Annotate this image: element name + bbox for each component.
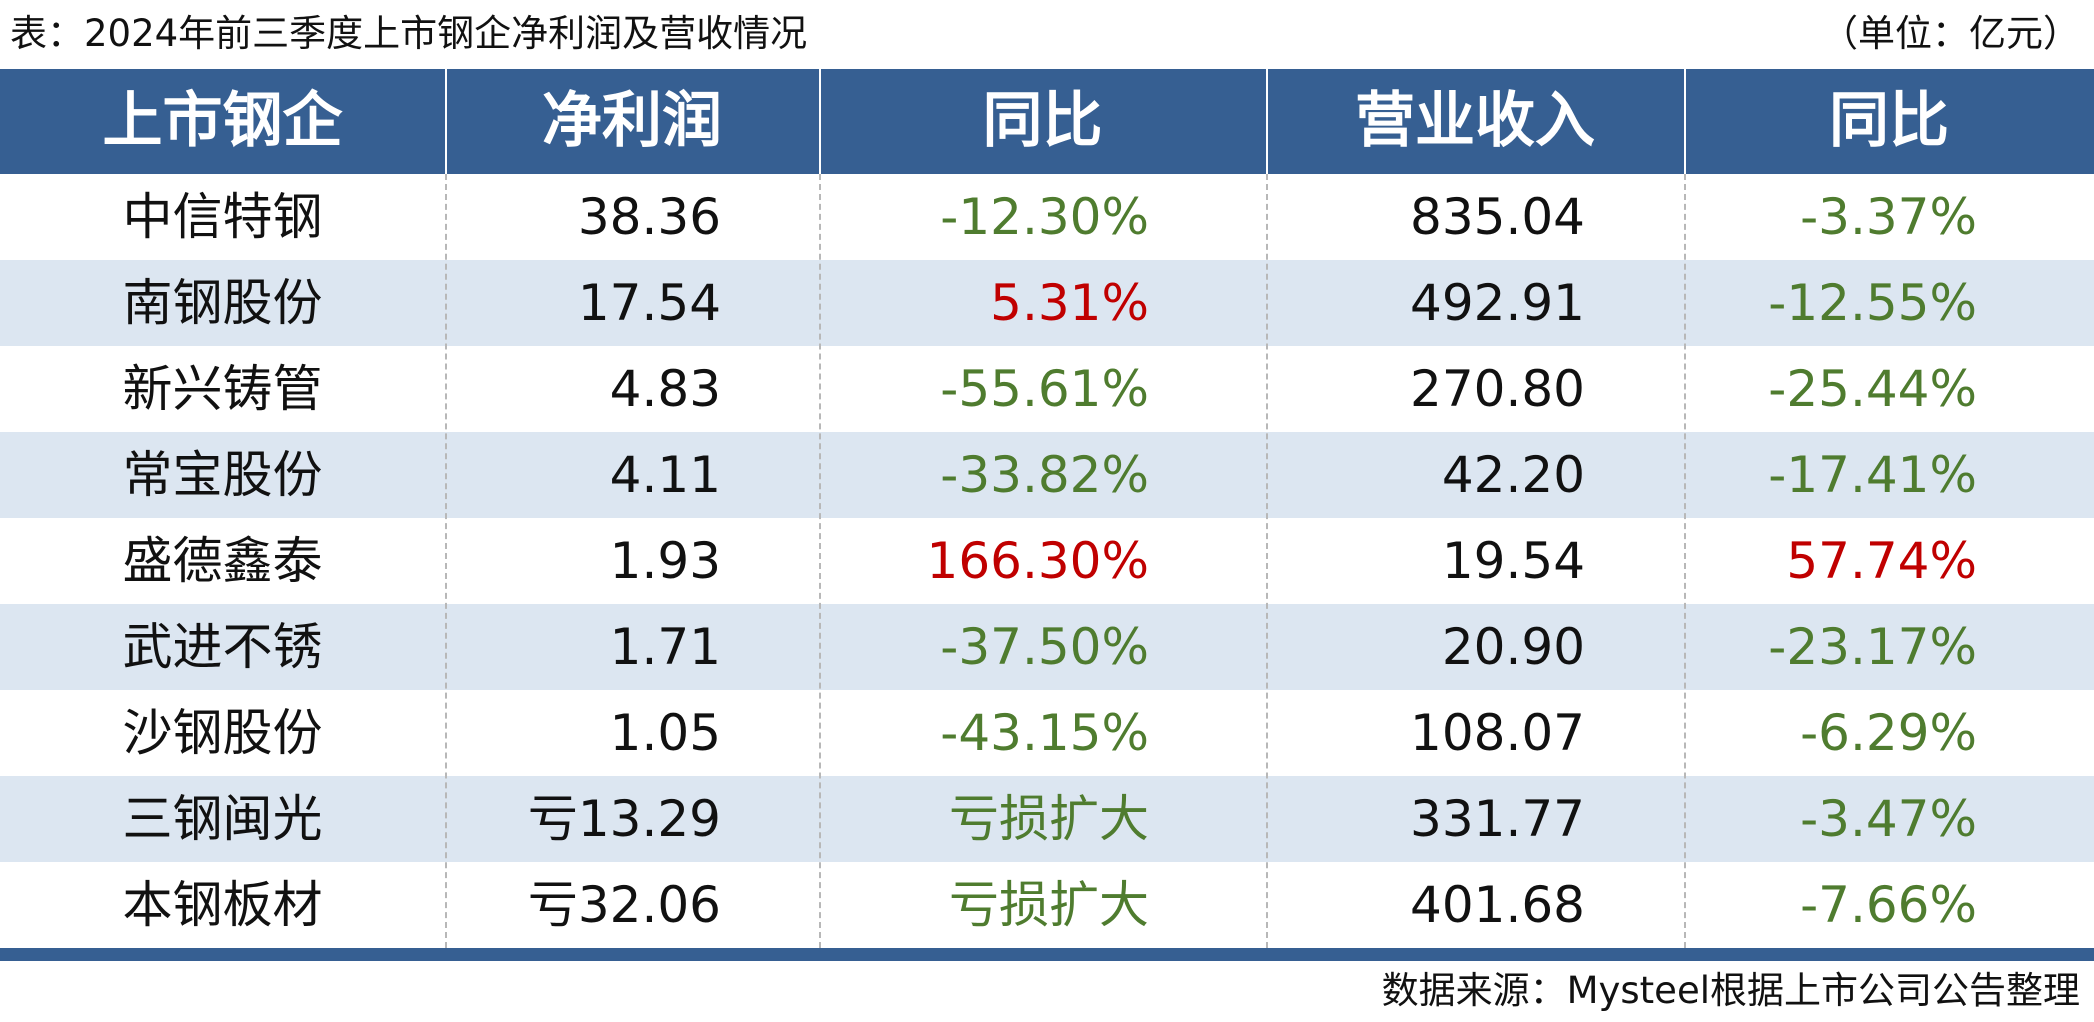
table: 上市钢企 净利润 同比 营业收入 同比中信特钢 38.36 -12.30% 835.04 -3.… <box>0 69 2094 961</box>
header-divider <box>1266 69 1268 174</box>
table-cell: -37.50% <box>940 618 1149 676</box>
column-header: 同比 <box>1829 86 1949 156</box>
column-header: 净利润 <box>542 86 722 156</box>
column-header: 同比 <box>982 86 1103 156</box>
header-divider <box>819 69 821 174</box>
table-cell: -33.82% <box>940 446 1149 504</box>
unit-note: （单位：亿元） <box>1821 12 2080 55</box>
table-cell: -3.47% <box>1800 790 1977 848</box>
table-cell: 108.07 <box>1410 704 1585 762</box>
table-cell: 42.20 <box>1441 446 1585 504</box>
company-name: 常宝股份 <box>122 446 323 504</box>
table-cell: -43.15% <box>940 704 1149 762</box>
table-cell: 1.93 <box>609 532 721 590</box>
company-name: 盛德鑫泰 <box>122 532 323 590</box>
table-cell: 1.71 <box>609 618 721 676</box>
header-divider <box>1684 69 1686 174</box>
header-divider <box>445 69 447 174</box>
table-cell: -17.41% <box>1768 446 1977 504</box>
column-divider <box>445 174 447 948</box>
table-cell: 4.83 <box>609 360 721 418</box>
table-cell: -7.66% <box>1800 876 1977 934</box>
table-cell: 166.30% <box>926 532 1149 590</box>
company-name: 沙钢股份 <box>122 704 323 762</box>
company-name: 三钢闽光 <box>122 790 323 848</box>
title: 表：2024年前三季度上市钢企净利润及营收情况 <box>10 12 808 55</box>
row-stripe <box>0 776 2094 862</box>
column-divider <box>1684 174 1686 948</box>
table-cell: 亏损扩大 <box>949 790 1149 848</box>
table-cell: -55.61% <box>940 360 1149 418</box>
table-cell: 亏13.29 <box>527 790 721 848</box>
row-stripe <box>0 432 2094 518</box>
table-cell: 19.54 <box>1441 532 1585 590</box>
table-cell: 亏损扩大 <box>949 876 1149 934</box>
company-name: 中信特钢 <box>122 188 323 246</box>
table-cell: -6.29% <box>1800 704 1977 762</box>
table-cell: -3.37% <box>1800 188 1977 246</box>
table-cell: 331.77 <box>1410 790 1585 848</box>
table-cell: 38.36 <box>577 188 721 246</box>
table-cell: -12.30% <box>940 188 1149 246</box>
bottom-rule <box>0 948 2094 961</box>
company-name: 本钢板材 <box>122 876 323 934</box>
table-cell: -25.44% <box>1768 360 1977 418</box>
table-cell: 20.90 <box>1441 618 1585 676</box>
table-cell: -12.55% <box>1768 274 1977 332</box>
table-cell: 492.91 <box>1410 274 1585 332</box>
table-cell: 4.11 <box>609 446 721 504</box>
company-name: 新兴铸管 <box>122 360 323 418</box>
header-row <box>0 69 2094 174</box>
table-cell: 57.74% <box>1786 532 1977 590</box>
table-cell: 5.31% <box>990 274 1149 332</box>
row-stripe <box>0 260 2094 346</box>
column-header: 营业收入 <box>1355 86 1595 156</box>
row-stripe <box>0 604 2094 690</box>
company-name: 武进不锈 <box>122 618 323 676</box>
table-cell: 835.04 <box>1410 188 1585 246</box>
column-divider <box>1266 174 1268 948</box>
company-name: 南钢股份 <box>122 274 323 332</box>
column-header: 上市钢企 <box>102 86 343 156</box>
table-cell: 401.68 <box>1410 876 1585 934</box>
table-cell: 270.80 <box>1410 360 1585 418</box>
table-cell: 亏32.06 <box>527 876 721 934</box>
source-note: 数据来源：Mysteel根据上市公司公告整理 <box>1381 969 2080 1012</box>
table-cell: -23.17% <box>1768 618 1977 676</box>
table-cell: 17.54 <box>577 274 721 332</box>
column-divider <box>819 174 821 948</box>
table-cell: 1.05 <box>609 704 721 762</box>
